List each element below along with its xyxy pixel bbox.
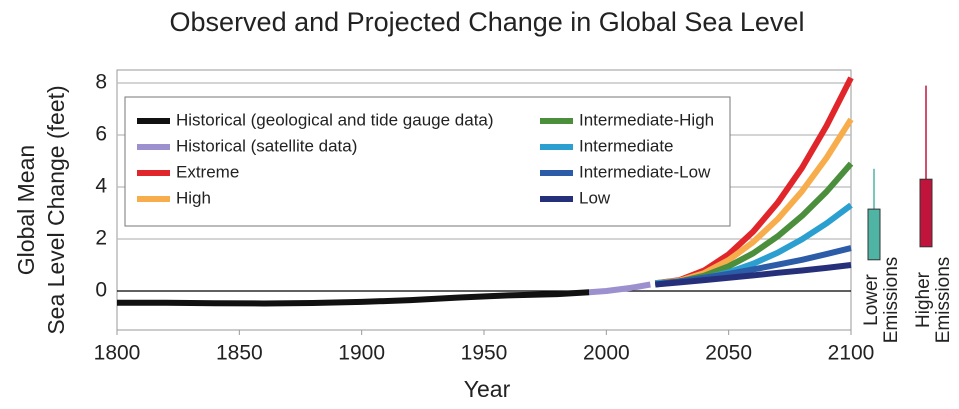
legend-label: Intermediate-Low bbox=[579, 162, 711, 181]
x-tick-label: 2050 bbox=[705, 342, 752, 365]
y-axis-label: Sea Level Change (feet) bbox=[43, 85, 69, 334]
y-tick-label: 0 bbox=[95, 279, 107, 302]
legend-label: Intermediate-High bbox=[579, 110, 714, 129]
x-tick-label: 2100 bbox=[828, 342, 875, 365]
legend-label: Low bbox=[579, 188, 611, 207]
legend-label: Intermediate bbox=[579, 136, 674, 155]
series-line bbox=[588, 281, 651, 296]
y-axis-label: Global Mean bbox=[13, 145, 39, 275]
x-tick-label: 1800 bbox=[94, 342, 141, 365]
range-label: Emissions bbox=[881, 257, 902, 344]
y-tick-label: 8 bbox=[95, 71, 107, 94]
x-tick-label: 1950 bbox=[461, 342, 508, 365]
y-tick-label: 4 bbox=[95, 175, 107, 198]
range-box bbox=[867, 208, 881, 261]
x-tick-label: 1900 bbox=[338, 342, 385, 365]
x-tick-label: 1850 bbox=[216, 342, 263, 365]
legend-label: Extreme bbox=[176, 162, 239, 181]
x-axis-label: Year bbox=[464, 376, 511, 402]
legend-box bbox=[124, 96, 731, 227]
y-tick-label: 2 bbox=[95, 227, 107, 250]
legend-label: High bbox=[176, 188, 211, 207]
range-label: Emissions bbox=[933, 257, 954, 344]
range-box bbox=[919, 178, 933, 248]
y-tick-label: 6 bbox=[95, 123, 107, 146]
range-label: Higher bbox=[913, 271, 934, 328]
series-line bbox=[655, 262, 852, 288]
range-label: Lower bbox=[861, 273, 882, 325]
legend-label: Historical (satellite data) bbox=[176, 136, 357, 155]
series-line bbox=[117, 289, 590, 307]
legend-label: Historical (geological and tide gauge da… bbox=[176, 110, 494, 129]
chart-title: Observed and Projected Change in Global … bbox=[170, 7, 805, 37]
x-tick-label: 2000 bbox=[583, 342, 630, 365]
